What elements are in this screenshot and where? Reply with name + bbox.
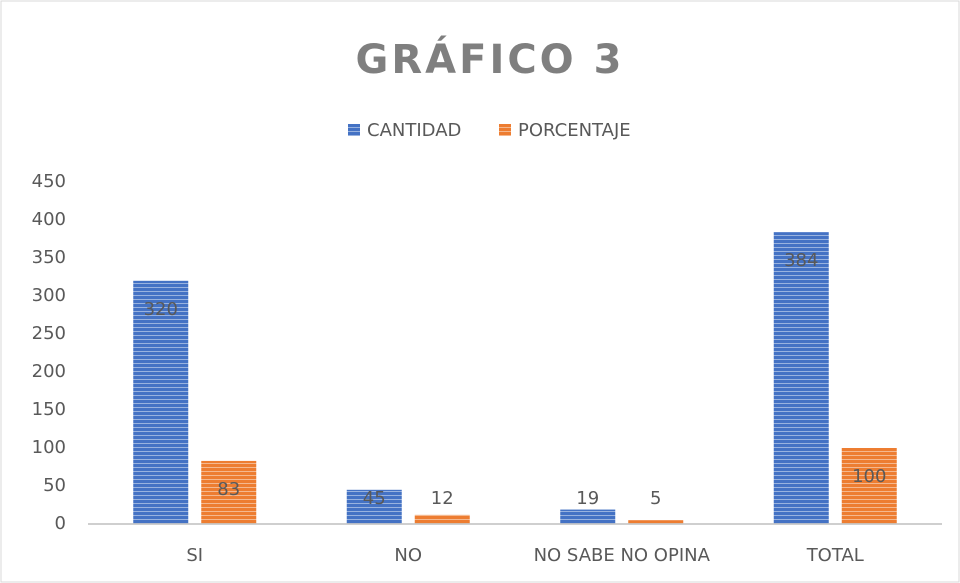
x-tick-label: SI <box>186 545 203 566</box>
y-tick-label: 50 <box>43 475 66 496</box>
bar <box>133 280 189 524</box>
data-label: 45 <box>363 488 386 509</box>
y-tick-label: 300 <box>32 285 66 306</box>
y-tick-label: 400 <box>32 209 66 230</box>
x-tick-label: NO SABE NO OPINA <box>534 545 711 566</box>
bar <box>201 460 257 524</box>
bar <box>841 448 897 524</box>
bar <box>560 509 616 524</box>
data-label: 12 <box>431 488 454 509</box>
data-label: 5 <box>650 488 661 509</box>
legend-swatch <box>499 124 511 136</box>
legend-swatch <box>348 124 360 136</box>
chart-title: GRÁFICO 3 <box>356 35 625 83</box>
data-label: 19 <box>576 488 599 509</box>
data-label: 83 <box>217 479 240 500</box>
legend-label: PORCENTAJE <box>518 120 631 141</box>
y-tick-label: 200 <box>32 361 66 382</box>
y-tick-label: 100 <box>32 437 66 458</box>
y-tick-label: 450 <box>32 171 66 192</box>
data-label: 100 <box>852 466 886 487</box>
y-tick-label: 150 <box>32 399 66 420</box>
x-tick-label: TOTAL <box>806 545 864 566</box>
x-tick-label: NO <box>394 545 422 566</box>
y-tick-label: 350 <box>32 247 66 268</box>
bar <box>346 489 402 524</box>
bar <box>414 514 470 524</box>
bar <box>773 232 829 524</box>
data-label: 384 <box>784 250 818 271</box>
y-tick-label: 0 <box>55 513 66 534</box>
data-label: 320 <box>144 299 178 320</box>
legend-label: CANTIDAD <box>367 120 461 141</box>
y-tick-label: 250 <box>32 323 66 344</box>
bar <box>628 520 684 524</box>
